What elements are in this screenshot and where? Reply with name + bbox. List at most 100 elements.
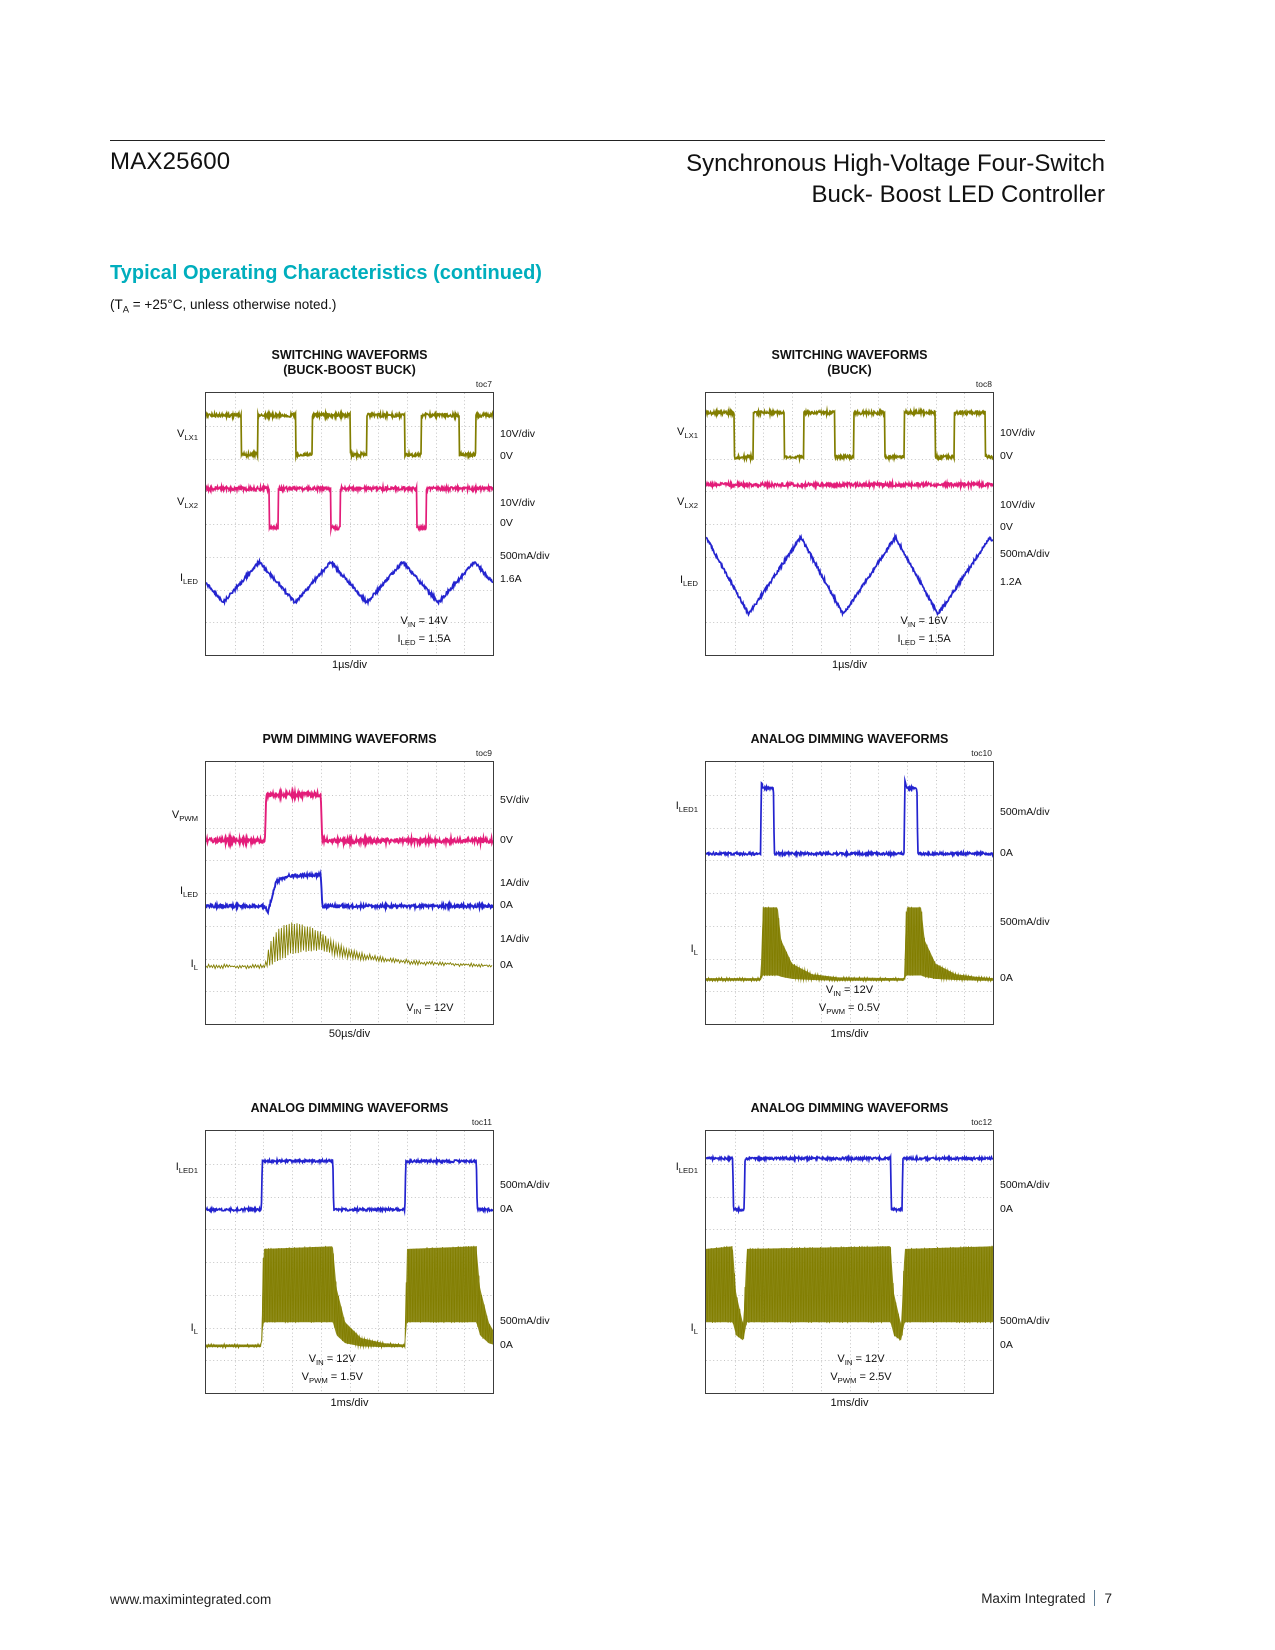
trace-label-sub: LX1 [184,433,198,443]
trace-label-text: V [176,496,185,509]
annotation-pre: V [301,1370,309,1383]
scale-label: 500mA/div [1000,1179,1050,1192]
annotation-pre: I [397,632,401,645]
trace-label: ILED1 [676,1161,698,1175]
chart-title: ANALOG DIMMING WAVEFORMS [205,1084,494,1116]
annotation-sub: IN [316,1357,324,1367]
annotation-line: ILED = 1.5A [898,632,951,650]
trace-label-sub: PWM [179,814,198,824]
footer-url[interactable]: www.maximintegrated.com [110,1592,272,1607]
annotation-pre: V [825,983,834,996]
conditions-note: (TA = +25°C, unless otherwise noted.) [110,297,336,316]
annotation-pre: I [897,632,901,645]
annotation-sub: IN [907,619,916,629]
annotation-post: = 14V [415,614,448,627]
chart-body: ILED1 IL toc12 VIN = 12V VPWM = 2.5V 500mA/di… [620,1116,1120,1394]
right-axis-labels: 500mA/div 0A 500mA/div 0A [994,761,1120,1025]
annotation-line: VPWM = 2.5V [830,1370,891,1388]
trace-label-sub: L [193,1327,198,1337]
plot-annotation: VIN = 12V VPWM = 0.5V [819,983,880,1019]
figure-id: toc8 [975,379,992,389]
doc-title-line2: Buck- Boost LED Controller [811,181,1105,208]
right-axis-labels: 5V/div 0V 1A/div 0A 1A/div 0A [494,761,620,1025]
trace-label-sub: L [693,947,698,957]
scale-label: 10V/div [1000,426,1036,439]
annotation-post: = 1.5A [415,632,451,645]
plot-annotation: VIN = 16V ILED = 1.5A [898,614,951,650]
waveform-canvas [206,393,493,655]
chart-title-line: SWITCHING WAVEFORMS [271,348,428,362]
plot-column: toc11 VIN = 12V VPWM = 1.5V [205,1116,494,1394]
trace-label-text: I [179,572,184,585]
annotation-sub: LED [900,638,916,647]
trace-label-sub: LED [683,578,698,588]
scale-label: 10V/div [1000,498,1036,511]
right-axis-labels: 10V/div 0V 10V/div 0V 500mA/div 1.6A [494,392,620,656]
trace-label: IL [691,1322,698,1336]
trace-label-sub: LED1 [678,804,698,814]
scale-label: 500mA/div [1000,916,1050,929]
trace-label-sub: LX2 [684,501,698,511]
scale-label: 0V [500,450,513,463]
annotation-pre: V [308,1352,317,1365]
x-scale-label: 1µs/div [331,659,368,671]
annotation-sub: PWM [826,1007,845,1016]
trace-label: VLX2 [177,496,198,510]
footer-divider [1094,1590,1096,1606]
figure-id: toc10 [971,748,992,758]
scale-label: 1A/div [500,933,530,946]
chart-body: VLX1 VLX2 ILED toc8 VIN = 16V ILED = 1.5A 10V/… [620,378,1120,656]
trace-label: ILED1 [176,1161,198,1175]
trace-label-text: I [190,958,194,971]
scope-plot-frame: VIN = 16V ILED = 1.5A [705,392,994,656]
trace-label: ILED [680,574,698,588]
annotation-post: = 2.5V [856,1370,892,1383]
trace-label-sub: L [193,963,198,973]
trace-label: IL [191,958,198,972]
right-axis-labels: 500mA/div 0A 500mA/div 0A [994,1130,1120,1394]
trace-label-sub: LX1 [684,430,698,440]
annotation-line: ILED = 1.5A [398,632,451,650]
conditions-note-sub: A [122,304,130,316]
plot-column: toc9 VIN = 12V [205,747,494,1025]
annotation-sub: IN [844,1357,853,1367]
scale-label: 0A [500,1338,513,1351]
scale-label: 0A [500,959,513,972]
waveform-canvas [206,1131,493,1393]
footer-brand: Maxim Integrated 7 [981,1590,1112,1606]
plot-column: toc8 VIN = 16V ILED = 1.5A [705,378,994,656]
doc-title: Synchronous High-Voltage Four-Switch Buc… [686,148,1105,210]
scope-plot-frame: V IN = 12V VPWM = 2.5V [705,1130,994,1394]
scale-label: 0A [1000,1338,1013,1351]
annotation-post: = 0.5V [844,1001,881,1014]
trace-label-sub: LED [183,577,198,587]
page-number: 7 [1104,1590,1112,1606]
trace-label-text: V [676,496,685,509]
annotation-pre: V [400,614,408,627]
trace-label: VLX1 [177,428,198,442]
trace-label: VPWM [172,809,198,823]
plot-column: toc7 VIN = 14V ILED = 1.5A [205,378,494,656]
annotation-post: = 12V [852,1352,885,1365]
scale-label: 500mA/div [1000,1315,1050,1328]
scale-label: 500mA/div [500,549,550,562]
trace-label-sub: L [693,1327,698,1337]
x-scale-label: 50µs/div [328,1028,371,1040]
scale-label: 0V [1000,450,1013,463]
scope-chart-toc8: SWITCHING WAVEFORMS (BUCK) VLX1 VLX2 ILED toc… [620,346,1120,671]
annotation-line: VIN = 12V [302,1352,363,1370]
trace-label-text: I [675,1160,679,1173]
chart-title-line: ANALOG DIMMING WAVEFORMS [750,1101,949,1115]
trace-label-text: I [690,942,694,955]
annotation-post: = 12V [421,1001,454,1014]
trace-label: ILED [180,885,198,899]
chart-title-line: PWM DIMMING WAVEFORMS [262,732,437,746]
trace-label: ILED1 [676,800,698,814]
annotation-sub: LED [400,638,416,647]
annotation-line: VPWM = 1.5V [302,1370,363,1388]
trace-label-sub: LED1 [678,1166,698,1176]
annotation-sub: IN [407,619,416,629]
annotation-pre: V [830,1370,838,1383]
left-axis-labels: VLX1 VLX2 ILED [120,392,205,656]
scale-label: 500mA/div [1000,806,1050,819]
